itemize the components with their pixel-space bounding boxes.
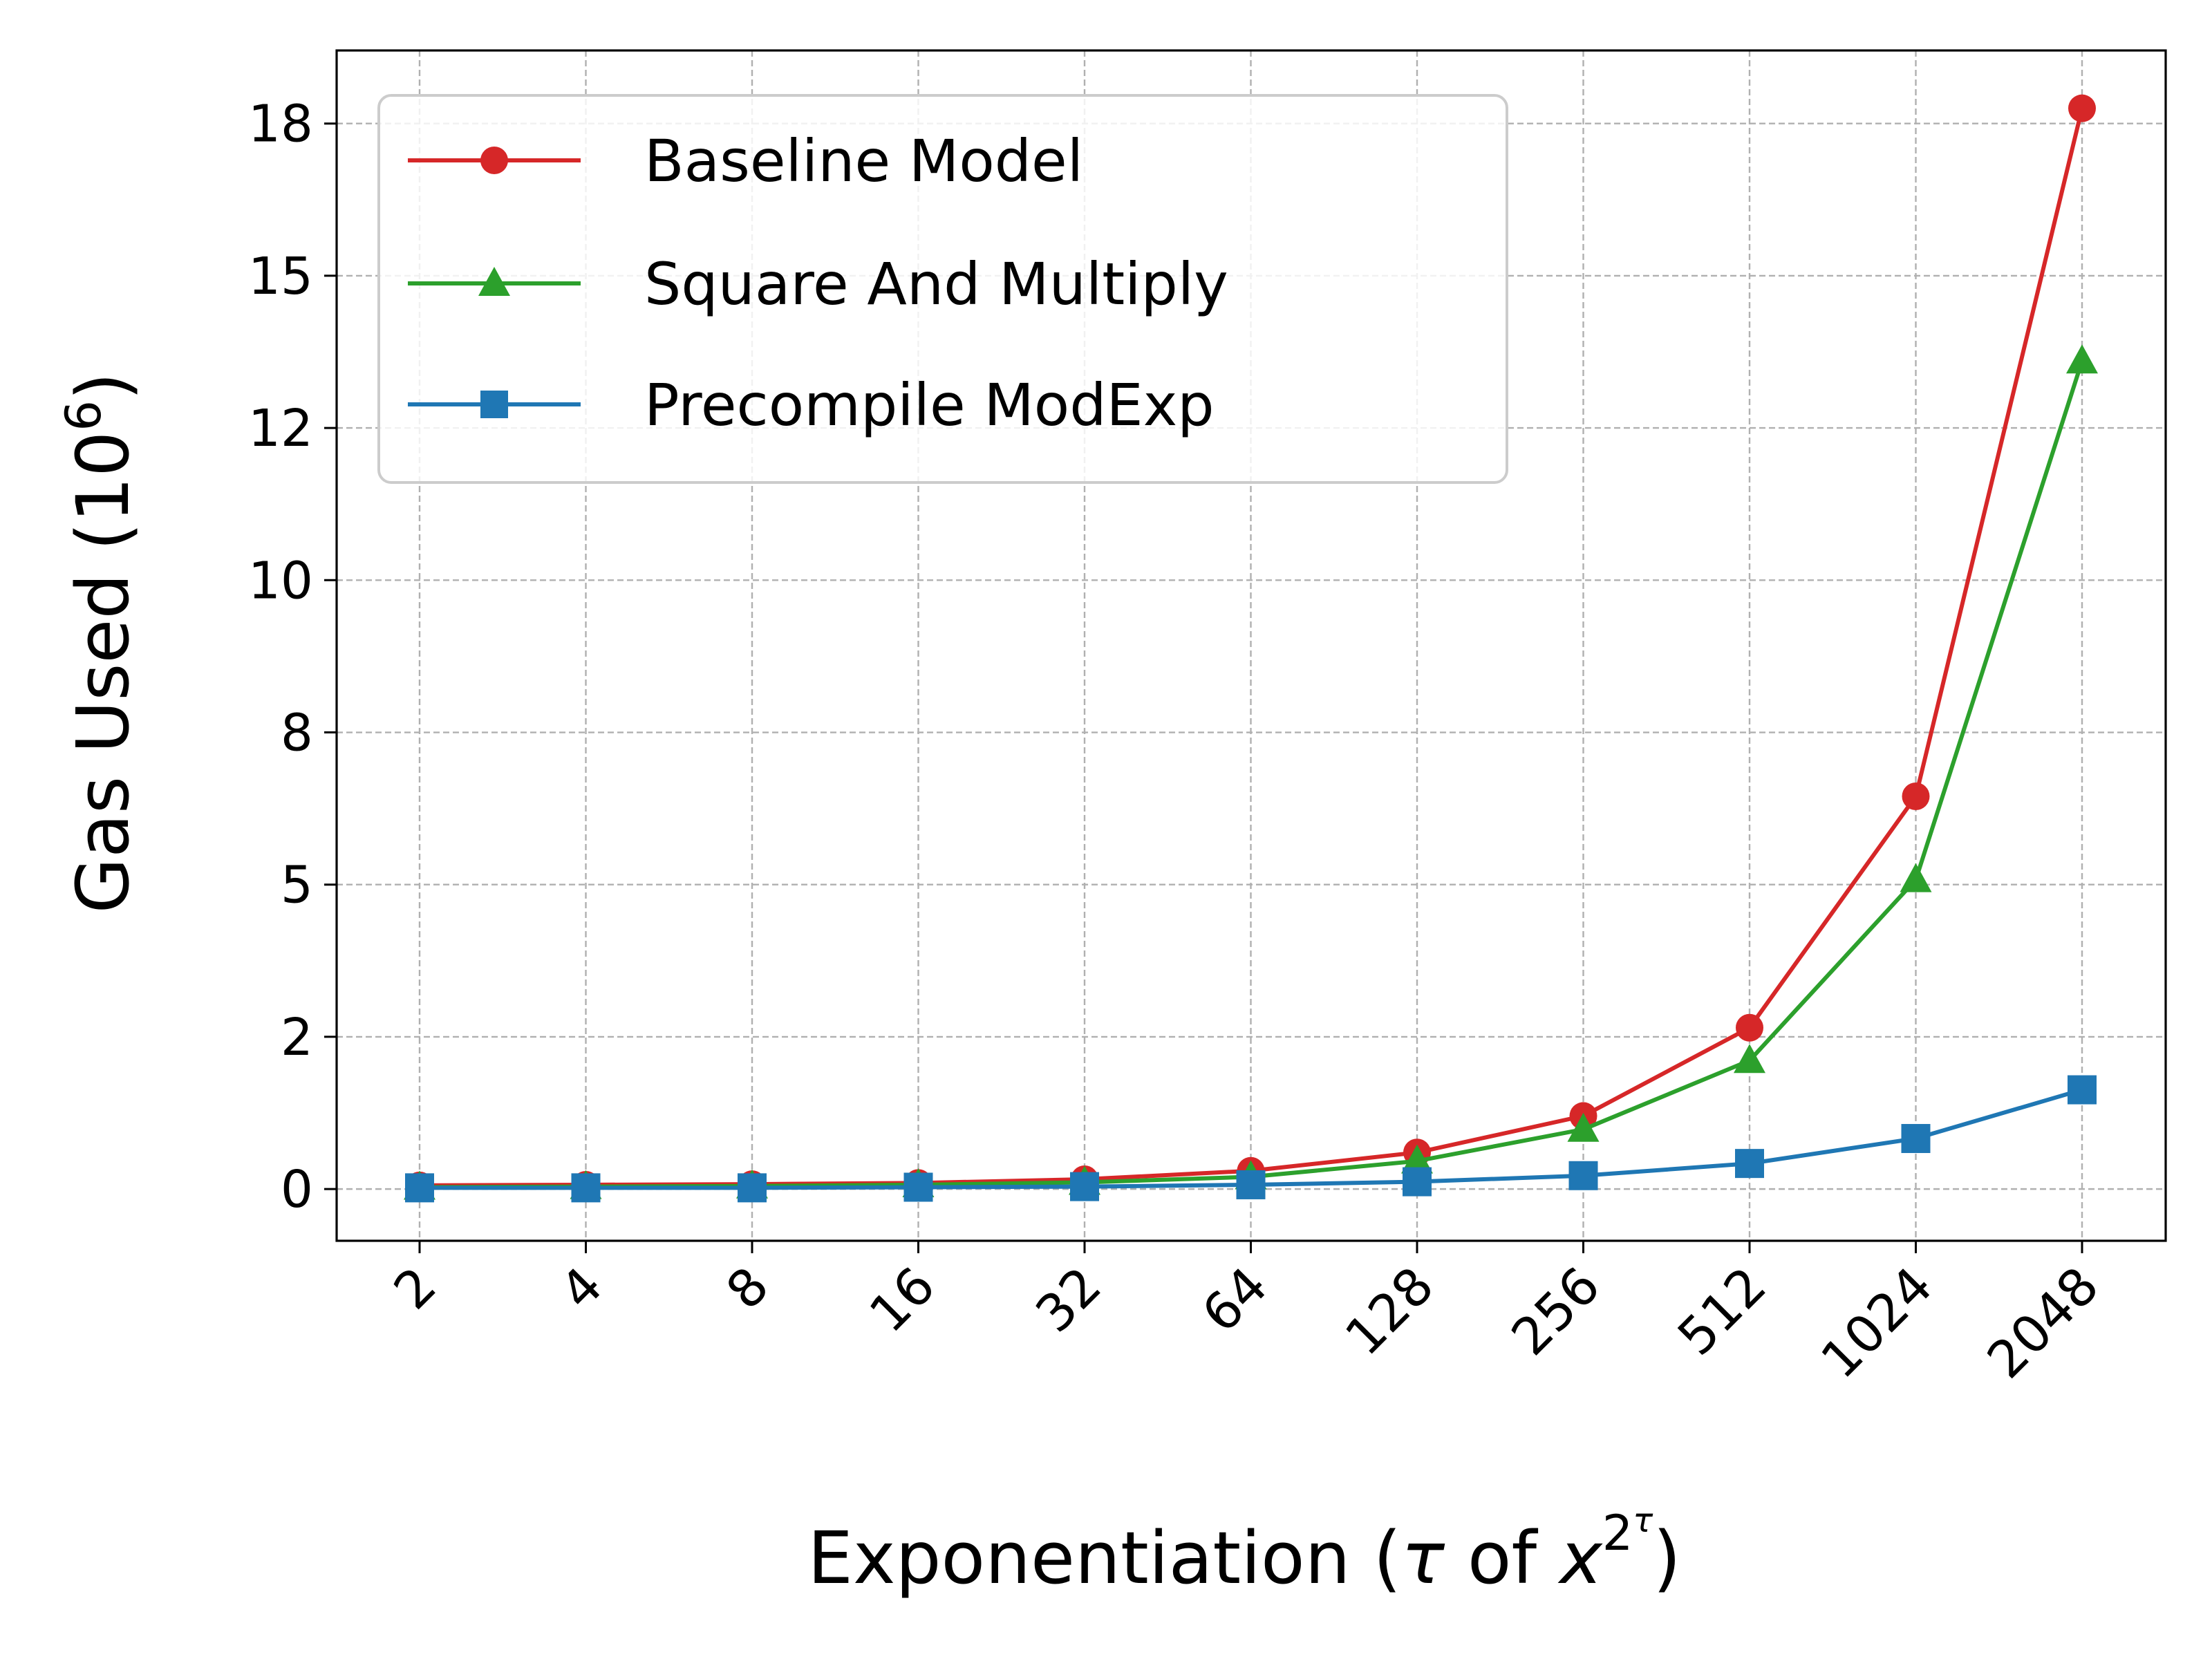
y-axis-title: Gas Used (106): [55, 373, 145, 914]
y-tick-label: 12: [248, 399, 313, 458]
legend-box: [377, 94, 1508, 484]
series-layer: [404, 94, 2098, 1203]
x-axis-title-x: x: [1557, 1516, 1603, 1600]
data-point-precompile-modexp: [738, 1173, 767, 1203]
y-tick-label: 2: [281, 1008, 313, 1067]
legend-item-baseline-model: Baseline Model: [408, 127, 1083, 195]
x-axis-title-close: ): [1653, 1516, 1681, 1600]
data-point-baseline-model: [1736, 1013, 1763, 1042]
data-point-precompile-modexp: [1735, 1149, 1764, 1179]
x-axis-title: Exponentiation (τ of x2τ): [807, 1501, 1681, 1600]
y-axis-title-close: ): [61, 373, 145, 401]
legend-label-precompile-modexp: Precompile ModExp: [644, 371, 1215, 439]
data-point-square-and-multiply: [1401, 1144, 1433, 1174]
legend: Baseline Model Square And Multiply Preco…: [377, 94, 1508, 484]
y-tick-label: 15: [248, 247, 313, 306]
data-point-baseline-model: [1902, 782, 1930, 811]
legend-label-square-and-multiply: Square And Multiply: [644, 250, 1228, 318]
legend-marker-circle: [480, 147, 508, 174]
data-point-square-and-multiply: [1567, 1112, 1600, 1142]
x-axis-title-superscript-base: 2: [1602, 1505, 1633, 1562]
data-point-precompile-modexp: [1568, 1161, 1598, 1190]
legend-marker-triangle: [478, 267, 510, 296]
data-point-precompile-modexp: [1901, 1124, 1931, 1154]
x-axis-title-tau: τ: [1401, 1516, 1445, 1600]
data-point-precompile-modexp: [2068, 1075, 2097, 1105]
data-point-precompile-modexp: [1236, 1170, 1266, 1199]
data-point-precompile-modexp: [405, 1173, 434, 1203]
x-axis-title-superscript-tau: τ: [1633, 1501, 1653, 1540]
y-tick-label: 10: [248, 551, 313, 610]
y-tick-label: 0: [281, 1160, 313, 1219]
data-point-baseline-model: [2068, 94, 2096, 122]
data-point-square-and-multiply: [2066, 344, 2098, 374]
legend-label-baseline-model: Baseline Model: [644, 127, 1083, 195]
y-tick-label: 18: [248, 95, 313, 154]
data-point-precompile-modexp: [571, 1173, 601, 1203]
legend-marker-square: [480, 391, 508, 418]
y-tick-label: 5: [281, 856, 313, 915]
data-point-square-and-multiply: [1900, 863, 1932, 892]
data-point-square-and-multiply: [1734, 1044, 1765, 1074]
series-precompile-modexp: [405, 1075, 2097, 1203]
data-point-precompile-modexp: [1403, 1167, 1432, 1197]
data-point-precompile-modexp: [903, 1172, 933, 1202]
y-axis-title-superscript: 6: [55, 400, 112, 431]
data-point-precompile-modexp: [1070, 1172, 1099, 1201]
y-tick-label: 8: [281, 704, 313, 763]
legend-item-precompile-modexp: Precompile ModExp: [408, 371, 1215, 439]
legend-item-square-and-multiply: Square And Multiply: [408, 250, 1228, 318]
